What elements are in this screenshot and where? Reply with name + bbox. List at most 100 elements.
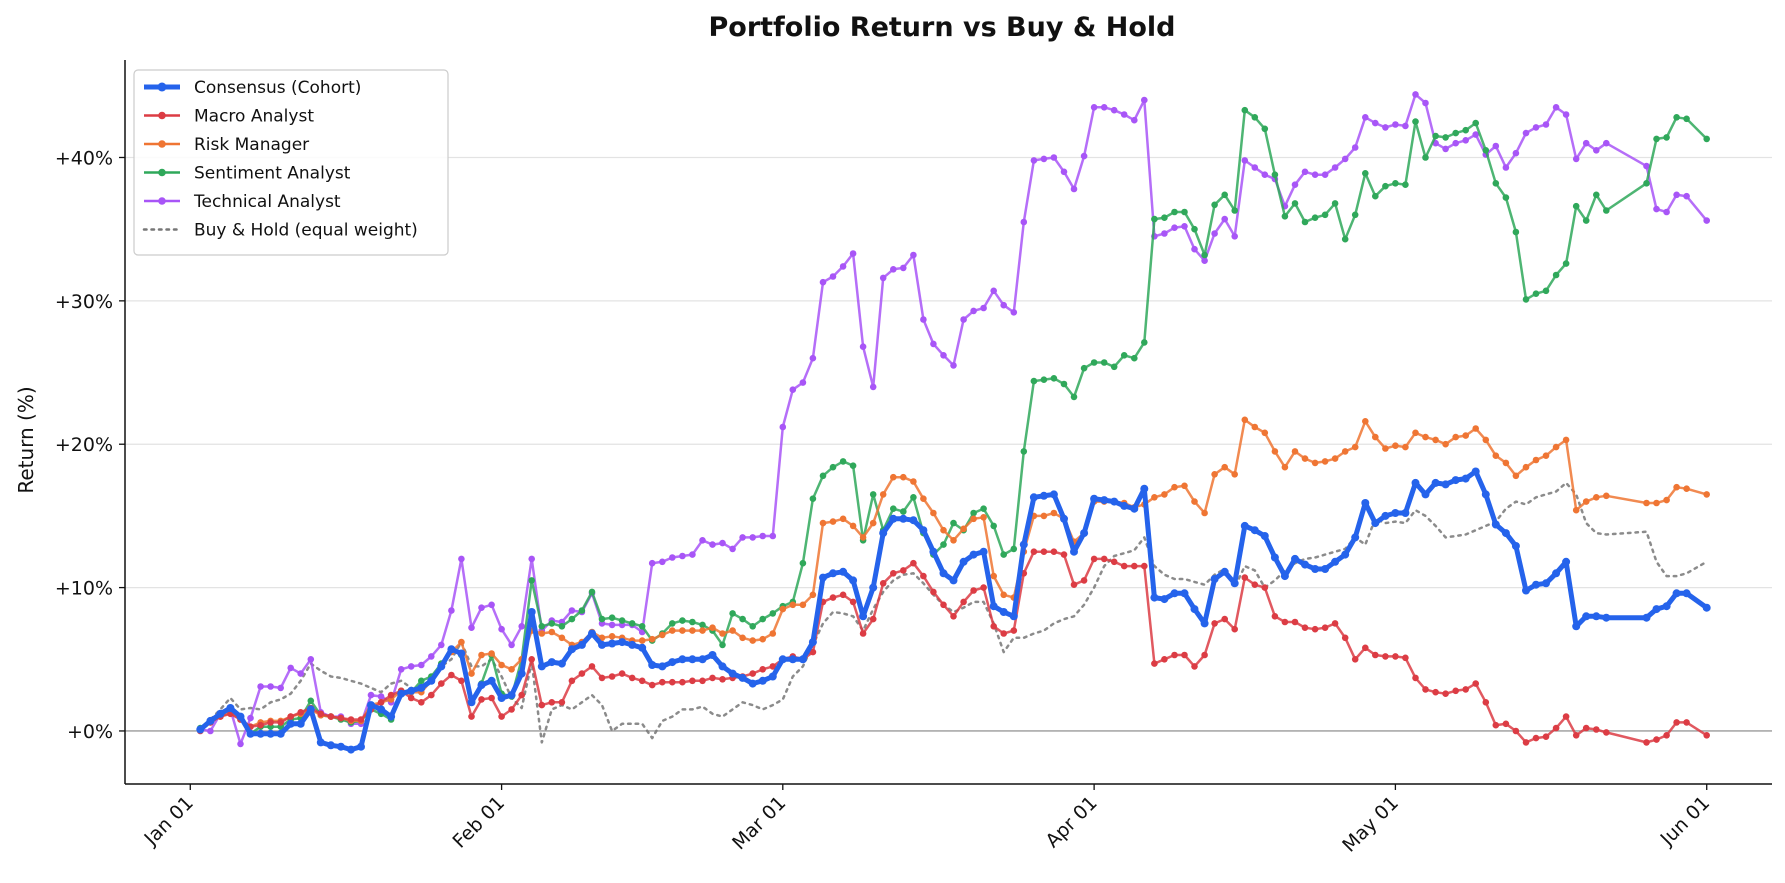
data-point <box>1673 719 1680 726</box>
data-point <box>1090 104 1098 111</box>
data-point <box>567 645 576 654</box>
data-point <box>1522 586 1530 595</box>
data-point <box>387 691 395 699</box>
data-point <box>930 340 937 348</box>
data-point <box>980 304 987 312</box>
data-point <box>890 570 897 577</box>
data-point <box>1512 727 1520 735</box>
data-point <box>1090 494 1099 503</box>
data-point <box>1241 574 1249 581</box>
data-point <box>1070 581 1078 588</box>
data-point <box>879 491 887 498</box>
data-point <box>608 639 617 648</box>
data-point <box>669 627 676 634</box>
data-point <box>849 250 857 257</box>
legend-item-technical-analyst: Technical Analyst <box>144 192 341 212</box>
data-point <box>1120 562 1128 570</box>
data-point <box>428 691 435 699</box>
data-point <box>1080 152 1088 160</box>
data-point <box>237 740 244 748</box>
data-point <box>1170 589 1179 598</box>
data-point <box>326 741 335 750</box>
data-point <box>1311 565 1320 573</box>
data-point <box>1131 562 1138 570</box>
legend-marker <box>158 111 166 120</box>
y-axis-label: Return (%) <box>14 386 38 493</box>
data-point <box>1442 690 1449 697</box>
data-point <box>1502 720 1510 728</box>
data-point <box>638 677 646 685</box>
data-point <box>1151 215 1158 223</box>
data-point <box>819 472 827 480</box>
data-point <box>317 710 325 718</box>
data-point <box>959 557 968 566</box>
data-point <box>659 558 666 566</box>
data-point <box>849 522 857 530</box>
data-point <box>1181 651 1188 659</box>
data-point <box>1331 164 1339 171</box>
data-point <box>699 677 706 685</box>
data-point <box>1452 139 1459 147</box>
data-point <box>1040 548 1048 555</box>
data-point <box>1050 509 1058 517</box>
data-point <box>417 683 426 692</box>
data-point <box>679 617 686 624</box>
data-point <box>1491 520 1500 529</box>
data-point <box>1673 483 1680 491</box>
data-point <box>438 680 445 687</box>
data-point <box>890 505 897 512</box>
data-point <box>1542 579 1550 588</box>
data-point <box>1241 416 1249 424</box>
data-point <box>1211 620 1218 627</box>
data-point <box>1512 472 1520 480</box>
data-point <box>1492 452 1500 460</box>
data-point <box>1462 432 1469 439</box>
data-point <box>1260 532 1269 540</box>
data-point <box>1432 688 1439 696</box>
data-point <box>528 656 535 663</box>
data-point <box>316 738 325 747</box>
data-point <box>1331 455 1339 462</box>
data-point <box>598 615 606 623</box>
data-point <box>1562 111 1570 118</box>
data-point <box>1151 494 1158 501</box>
data-point <box>1462 126 1469 134</box>
data-point <box>1421 490 1430 499</box>
data-point <box>478 696 485 703</box>
legend-item-sentiment-analyst: Sentiment Analyst <box>144 164 351 184</box>
data-point <box>1171 208 1178 216</box>
data-point <box>1481 490 1490 499</box>
data-point <box>1392 180 1399 187</box>
legend-label: Sentiment Analyst <box>194 164 351 184</box>
data-point <box>759 615 766 623</box>
x-tick-label: Feb 01 <box>448 792 509 853</box>
data-point <box>829 463 837 471</box>
data-point <box>538 630 546 637</box>
data-point <box>950 519 957 527</box>
legend-label: Buy & Hold (equal weight) <box>194 221 418 241</box>
data-point <box>1392 121 1399 128</box>
data-point <box>900 567 907 574</box>
data-point <box>990 572 997 580</box>
data-point <box>468 670 475 677</box>
data-point <box>1653 135 1660 143</box>
data-point <box>1462 686 1469 693</box>
data-point <box>1311 214 1319 221</box>
data-point <box>1171 651 1178 659</box>
data-point <box>1331 620 1339 627</box>
data-point <box>336 742 345 751</box>
data-point <box>1261 171 1269 178</box>
data-point <box>1161 214 1168 221</box>
y-tick-label: +40% <box>55 147 113 169</box>
data-point <box>1582 498 1590 505</box>
data-point <box>277 719 285 726</box>
data-point <box>1472 425 1479 432</box>
data-point <box>1603 729 1610 736</box>
data-point <box>940 541 947 548</box>
data-point <box>1351 656 1359 663</box>
data-point <box>1100 496 1109 505</box>
data-point <box>859 630 867 637</box>
data-point <box>729 545 736 553</box>
series-line-consensus-cohort <box>197 469 1710 753</box>
data-point <box>458 638 465 646</box>
